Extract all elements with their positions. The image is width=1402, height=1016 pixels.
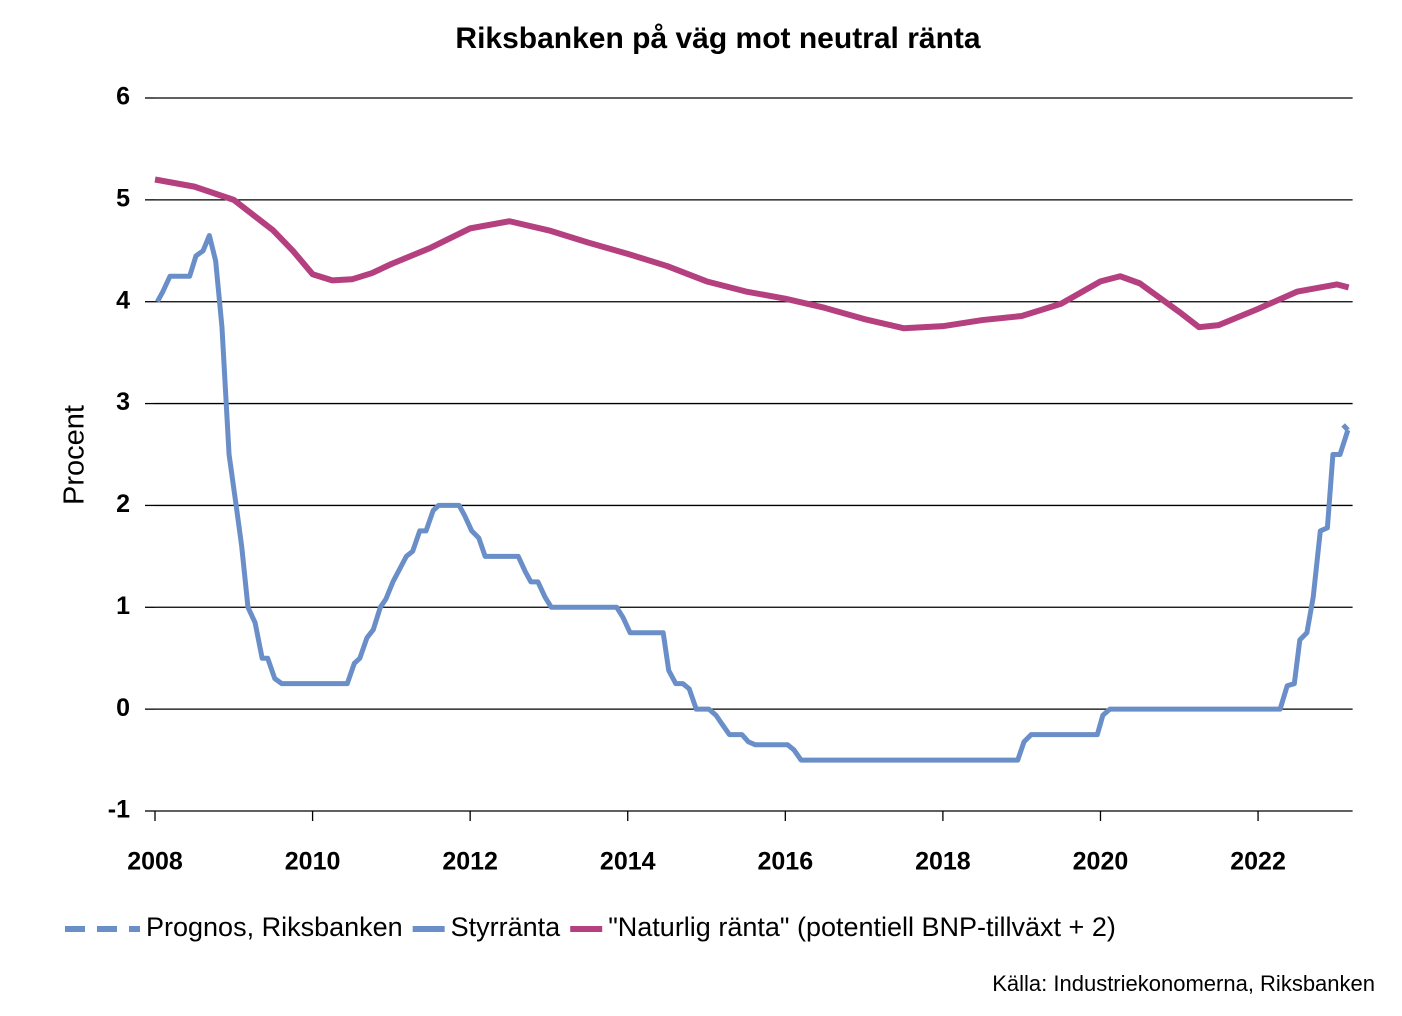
x-tick-label: 2010 bbox=[285, 848, 341, 876]
line bbox=[1341, 423, 1350, 432]
x-tick-label: 2020 bbox=[1073, 848, 1129, 876]
y-tick-label: 3 bbox=[116, 388, 130, 416]
y-tick-label: 1 bbox=[116, 592, 130, 620]
y-tick-label: 2 bbox=[116, 490, 130, 518]
x-tick-label: 2012 bbox=[442, 848, 498, 876]
line bbox=[155, 233, 1351, 763]
legend-label: Styrränta bbox=[451, 912, 562, 942]
source: Källa: Industriekonomerna, Riksbanken bbox=[992, 971, 1375, 996]
legend-label: Prognos, Riksbanken bbox=[146, 912, 403, 942]
y-tick-label: 5 bbox=[116, 184, 130, 212]
chart-title: Riksbanken på väg mot neutral ränta bbox=[455, 22, 980, 55]
x-tick-label: 2014 bbox=[600, 848, 656, 876]
y-axis-label: Procent bbox=[59, 405, 91, 505]
x-tick-label: 2016 bbox=[758, 848, 814, 876]
x-tick-label: 2022 bbox=[1230, 848, 1286, 876]
y-tick-label: -1 bbox=[108, 796, 130, 824]
y-tick-label: 4 bbox=[116, 286, 130, 314]
x-tick-label: 2008 bbox=[127, 848, 183, 876]
y-tick-label: 0 bbox=[116, 694, 130, 722]
x-tick-label: 2018 bbox=[915, 848, 971, 876]
y-tick-label: 6 bbox=[116, 83, 130, 111]
legend-label: "Naturlig ränta" (potentiell BNP-tillväx… bbox=[608, 912, 1116, 942]
line bbox=[154, 176, 1350, 332]
